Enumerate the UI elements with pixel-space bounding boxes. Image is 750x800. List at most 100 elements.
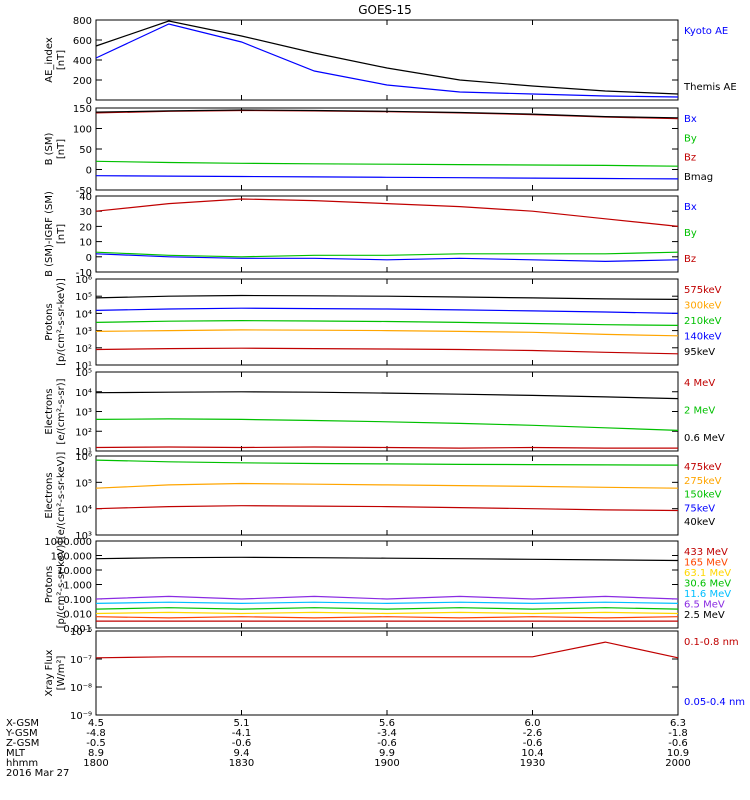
ephemeris-value: 1900 xyxy=(374,758,399,769)
ephemeris-row-label: 2016 Mar 27 xyxy=(6,768,69,779)
ephemeris-value: -4.8 xyxy=(86,728,106,739)
legend-entry: 63.1 MeV xyxy=(684,568,731,579)
series-line xyxy=(95,294,679,300)
series-line xyxy=(95,23,679,98)
y-tick-label: 0 xyxy=(86,253,92,264)
y-axis-label: [W/m²] xyxy=(56,655,67,690)
y-axis-label: [nT] xyxy=(56,224,67,244)
legend-entry: 30.6 MeV xyxy=(684,579,731,590)
legend-entry: 95keV xyxy=(684,347,715,358)
ephemeris-row-label: hhmm xyxy=(6,758,38,769)
legend-entry: 0.05-0.4 nm xyxy=(684,697,745,708)
y-tick-label: 50 xyxy=(79,145,92,156)
legend-entry: By xyxy=(684,133,697,144)
legend-entry: 2 MeV xyxy=(684,406,715,417)
y-axis-label: [p/(cm²-s-sr-keV)] xyxy=(56,541,67,629)
y-tick-label: 200 xyxy=(73,76,92,87)
y-tick-label: 10⁴ xyxy=(75,505,92,516)
y-tick-label: 10⁵ xyxy=(75,292,92,303)
series-line xyxy=(95,160,679,167)
legend-entry: Kyoto AE xyxy=(684,26,728,37)
legend-entry: Bz xyxy=(684,153,696,164)
series-line xyxy=(95,595,679,600)
legend-entry: 210keV xyxy=(684,316,722,327)
panel-ae: 800 600 400 200 0 AE_index [nT] Kyoto AE Themis … xyxy=(44,16,737,107)
y-tick-label: 10⁴ xyxy=(75,388,92,399)
ephemeris-value: 9.4 xyxy=(234,748,250,759)
y-tick-label: 10⁶ xyxy=(75,452,92,463)
panel-xray: 10⁻⁶ 10⁻⁷ 10⁻⁸ 10⁻⁹ Xray Flux [W/m²] 0.1-0.8 n… xyxy=(44,627,745,722)
series-line xyxy=(95,20,679,95)
panel-electrons-kev: 10⁶ 10⁵ 10⁴ 10³ Electrons [e/(cm²-s-sr-keV)] 4… xyxy=(44,452,722,542)
panel-b-igrf: 40 30 20 10 0 -10 B (SM)-IGRF (SM) [nT] Bx By Bz xyxy=(44,191,697,279)
series-line xyxy=(95,556,679,562)
panel-protons-kev: 10⁶ 10⁵ 10⁴ 10³ 10² 10¹ Protons [p/(cm²-s-sr-ke… xyxy=(44,275,722,372)
y-axis-label: [nT] xyxy=(56,50,67,70)
legend-entry: 140keV xyxy=(684,332,722,343)
y-tick-label: 0 xyxy=(86,96,92,107)
panel-frame xyxy=(95,19,679,101)
y-tick-label: 100 xyxy=(73,125,92,136)
panel-frame xyxy=(95,630,679,716)
y-tick-label: 1000.000 xyxy=(44,537,92,548)
y-tick-label: 1.000 xyxy=(63,581,92,592)
legend-entry: Themis AE xyxy=(683,82,737,93)
series-line xyxy=(95,607,679,610)
legend-entry: Bx xyxy=(684,114,697,125)
y-axis-label: Protons xyxy=(44,566,55,603)
y-tick-label: 150 xyxy=(73,104,92,115)
y-axis-label: B (SM)-IGRF (SM) xyxy=(44,191,55,277)
y-tick-label: 10⁵ xyxy=(75,368,92,379)
series-line xyxy=(95,307,679,314)
y-tick-label: 10³ xyxy=(75,408,92,419)
panel-electrons-mev: 10⁵ 10⁴ 10³ 10² 10¹ Electrons [e/(cm²-s-sr)] 4 … xyxy=(44,368,725,458)
legend-entry: 275keV xyxy=(684,476,722,487)
ephemeris-value: 8.9 xyxy=(88,748,104,759)
y-tick-label: 10⁻⁸ xyxy=(70,683,92,694)
series-line xyxy=(95,347,679,355)
y-tick-label: 40 xyxy=(79,192,92,203)
y-tick-label: 800 xyxy=(73,16,92,27)
ephemeris-value: 6.0 xyxy=(525,718,541,729)
y-tick-label: 10⁻⁷ xyxy=(70,655,92,666)
legend-entry: 0.6 MeV xyxy=(684,433,725,444)
panel-frame xyxy=(95,455,679,536)
y-axis-label: [p/(cm²-s-sr-keV)] xyxy=(56,278,67,366)
y-tick-label: 0.010 xyxy=(63,610,92,621)
y-tick-label: 10³ xyxy=(75,327,92,338)
ephemeris-value: 1800 xyxy=(83,758,108,769)
panel-frame xyxy=(95,371,679,452)
series-line xyxy=(95,251,679,258)
legend-entry: 433 MeV xyxy=(684,547,728,558)
legend-entry: 75keV xyxy=(684,503,715,514)
y-tick-label: 10.000 xyxy=(57,566,92,577)
y-tick-label: 10⁶ xyxy=(75,275,92,286)
ephemeris-value: -0.6 xyxy=(523,738,543,749)
y-axis-label: B (SM) xyxy=(44,132,55,165)
ephemeris-value: -3.4 xyxy=(377,728,397,739)
legend-entry: 4 MeV xyxy=(684,378,715,389)
ephemeris-row-label: X-GSM xyxy=(6,718,39,729)
ephemeris-value: 10.4 xyxy=(521,748,543,759)
legend-entry: 40keV xyxy=(684,517,715,528)
y-axis-label: Xray Flux xyxy=(44,649,55,696)
ephemeris-value: 5.6 xyxy=(379,718,395,729)
legend-entry: By xyxy=(684,228,697,239)
legend-entry: 6.5 MeV xyxy=(684,600,725,611)
panel-frame xyxy=(95,540,679,629)
series-line xyxy=(95,505,679,512)
ephemeris-value: 1930 xyxy=(520,758,545,769)
y-tick-label: -50 xyxy=(76,186,92,197)
y-tick-label: 10¹ xyxy=(75,447,92,458)
y-tick-label: 0.001 xyxy=(63,624,92,635)
series-line xyxy=(95,329,679,337)
ephemeris-value: -0.5 xyxy=(86,738,106,749)
legend-entry: 0.1-0.8 nm xyxy=(684,637,739,648)
ephemeris-value: 6.3 xyxy=(670,718,686,729)
series-line xyxy=(95,418,679,431)
y-tick-label: 20 xyxy=(79,222,92,233)
y-axis-label: Electrons xyxy=(44,472,55,518)
series-line xyxy=(95,109,679,119)
